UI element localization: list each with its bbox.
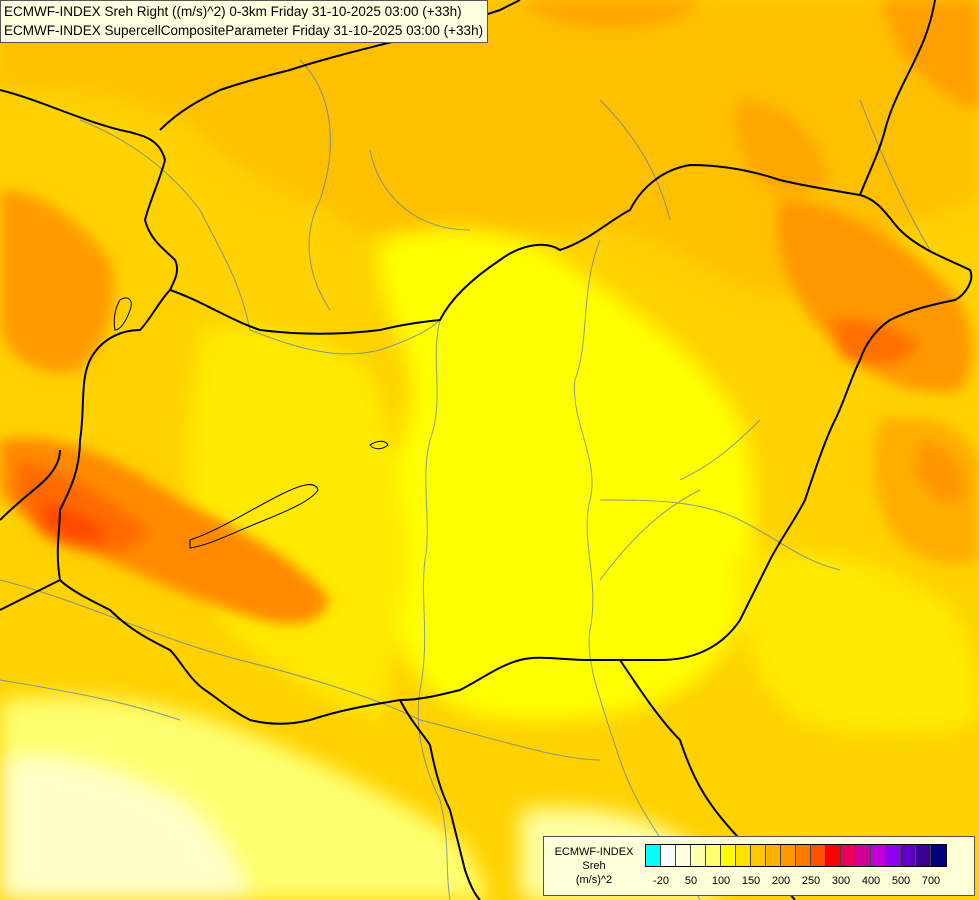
legend-swatch <box>856 845 871 866</box>
legend-swatch <box>841 845 856 866</box>
legend-color-scale <box>645 844 947 867</box>
rivers <box>0 59 931 900</box>
legend-swatch <box>886 845 901 866</box>
legend-swatch <box>781 845 796 866</box>
legend-tick: 50 <box>684 875 698 887</box>
legend-swatch <box>721 845 736 866</box>
sreh-high-values <box>0 0 979 624</box>
legend-tick: 400 <box>861 875 881 887</box>
legend-tick: 500 <box>891 875 911 887</box>
legend-tick: 100 <box>711 875 731 887</box>
legend-swatch <box>751 845 766 866</box>
legend-tick: 250 <box>801 875 821 887</box>
color-legend: ECMWF-INDEX Sreh (m/s)^2 -20 50 100 150 200 2… <box>543 836 975 896</box>
legend-tick: 200 <box>771 875 791 887</box>
legend-unit: (m/s)^2 <box>575 874 613 886</box>
legend-tick: 150 <box>741 875 761 887</box>
legend-swatch <box>811 845 826 866</box>
legend-swatch <box>871 845 886 866</box>
lakes <box>113 297 389 549</box>
legend-variable: Sreh <box>582 860 606 872</box>
map-title-box: ECMWF-INDEX Sreh Right ((m/s)^2) 0-3km F… <box>0 0 489 43</box>
legend-swatch <box>766 845 781 866</box>
legend-swatch <box>901 845 916 866</box>
legend-swatch <box>826 845 841 866</box>
legend-swatch <box>736 845 751 866</box>
legend-swatch <box>676 845 691 866</box>
title-line-1: ECMWF-INDEX Sreh Right ((m/s)^2) 0-3km F… <box>4 4 462 19</box>
legend-title: ECMWF-INDEX <box>554 846 634 858</box>
legend-swatch <box>916 845 931 866</box>
legend-swatch <box>661 845 676 866</box>
title-line-2: ECMWF-INDEX SupercellCompositeParameter … <box>4 23 484 38</box>
legend-tick: 700 <box>921 875 941 887</box>
legend-swatch <box>706 845 721 866</box>
legend-tick: 300 <box>831 875 851 887</box>
legend-swatch <box>931 845 946 866</box>
legend-swatch <box>646 845 661 866</box>
legend-tick: -20 <box>653 875 669 887</box>
legend-swatch <box>796 845 811 866</box>
legend-swatch <box>691 845 706 866</box>
